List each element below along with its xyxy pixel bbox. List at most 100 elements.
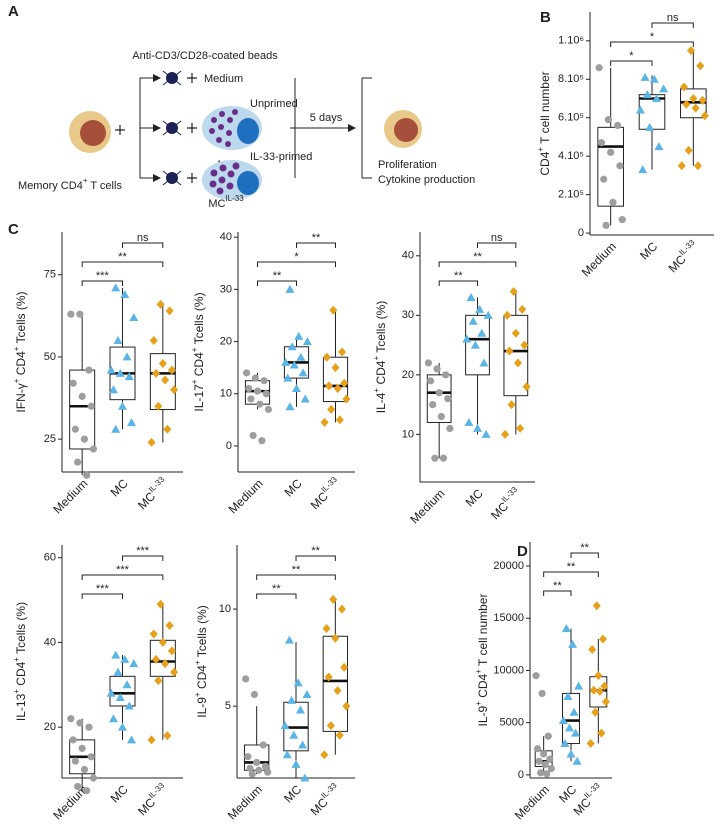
data-point <box>547 765 555 773</box>
x-tick-label: MCIL-33 <box>487 485 525 523</box>
data-point <box>167 365 176 375</box>
data-point <box>284 635 294 644</box>
data-point <box>156 299 165 309</box>
significance-bracket <box>610 60 653 66</box>
data-point <box>247 395 255 403</box>
text: MC <box>666 252 689 275</box>
data-point <box>544 732 552 740</box>
data-point <box>503 310 512 320</box>
y-axis-label: IL-9+ CD4+ Tcells (%) <box>193 605 209 718</box>
text: + <box>190 347 199 352</box>
data-point <box>261 762 270 770</box>
significance-label: * <box>650 31 655 43</box>
data-point <box>589 685 598 695</box>
y-tick-label: 20 <box>402 369 414 381</box>
data-point <box>152 654 161 664</box>
data-point <box>161 659 170 669</box>
data-point <box>597 139 606 147</box>
data-point <box>682 99 691 109</box>
beads <box>162 70 182 186</box>
significance-label: *** <box>96 270 110 282</box>
data-point <box>120 654 130 663</box>
data-point <box>591 707 600 717</box>
text: Tcells (%) <box>14 291 28 346</box>
text: + <box>12 378 21 383</box>
significance-label: ** <box>553 580 562 592</box>
significance-bracket <box>256 574 336 580</box>
data-point <box>258 437 266 445</box>
x-tick-label: MCIL-33 <box>306 781 344 819</box>
y-tick-label: 0 <box>518 769 524 781</box>
data-point <box>331 363 340 373</box>
y-tick-label: 30 <box>402 309 414 321</box>
data-point <box>598 634 607 644</box>
text: T cell number <box>538 71 552 147</box>
data-point <box>248 770 256 778</box>
significance-label: ** <box>273 270 282 282</box>
data-point <box>74 782 82 791</box>
data-point <box>564 723 574 732</box>
data-point <box>654 142 664 151</box>
y-tick-label: 10 <box>402 428 414 440</box>
box <box>503 314 529 397</box>
significance-bracket <box>81 593 123 599</box>
data-point <box>120 289 130 298</box>
data-point <box>572 756 582 765</box>
plus <box>115 125 125 135</box>
y-tick-label: 40 <box>402 250 414 262</box>
box-plot: B 0 2.10⁵ 4.10⁵ 6.10⁵ 8.10⁵ 1.10⁶ CD4+ T cell n… <box>536 9 714 280</box>
text: Memory CD4 <box>18 180 83 192</box>
text: IL-33 <box>319 781 339 801</box>
data-point <box>282 750 292 759</box>
text: Medium <box>50 476 90 516</box>
text: MC <box>135 489 158 512</box>
data-point <box>154 401 163 411</box>
significance-label: ** <box>118 251 127 263</box>
data-point <box>118 401 127 410</box>
text: T cell number <box>476 594 490 670</box>
text: + <box>190 379 199 384</box>
data-point <box>431 454 439 462</box>
x-tick-label: MC <box>108 782 131 805</box>
box <box>322 635 349 732</box>
data-point <box>264 768 272 776</box>
significance-label: ** <box>312 232 321 244</box>
data-point <box>76 719 84 727</box>
box <box>597 126 624 207</box>
data-point <box>511 328 520 338</box>
data-point <box>87 753 95 761</box>
significance-bracket <box>257 261 336 267</box>
data-point <box>439 454 448 462</box>
nucleus <box>394 118 418 142</box>
data-point <box>600 681 609 691</box>
data-point <box>71 425 79 433</box>
nucleus <box>80 120 106 146</box>
data-point <box>83 787 91 795</box>
data-point <box>147 735 156 745</box>
data-point <box>645 122 655 131</box>
data-point <box>113 335 123 344</box>
text: IFN-γ <box>14 383 28 412</box>
significance-label: ns <box>491 232 503 244</box>
data-point <box>638 165 648 174</box>
text: Medium <box>512 782 552 822</box>
data-point <box>67 310 75 318</box>
text: + <box>536 147 545 152</box>
data-point <box>684 145 693 155</box>
y-axis-label: IL-4+ CD4+ Tcells (%) <box>372 301 388 414</box>
data-point <box>700 111 709 121</box>
text: IL-4 <box>374 392 388 413</box>
text: Tcells (%) <box>192 292 206 347</box>
data-point <box>158 359 167 369</box>
text: Tcells (%) <box>195 605 209 660</box>
text: Medium <box>225 782 265 822</box>
data-point <box>289 360 299 369</box>
primed-label: IL-33-primed <box>250 151 312 163</box>
data-point <box>691 103 700 113</box>
data-point <box>594 671 603 681</box>
data-point <box>280 721 290 730</box>
data-point <box>298 368 308 377</box>
data-point <box>149 629 158 639</box>
